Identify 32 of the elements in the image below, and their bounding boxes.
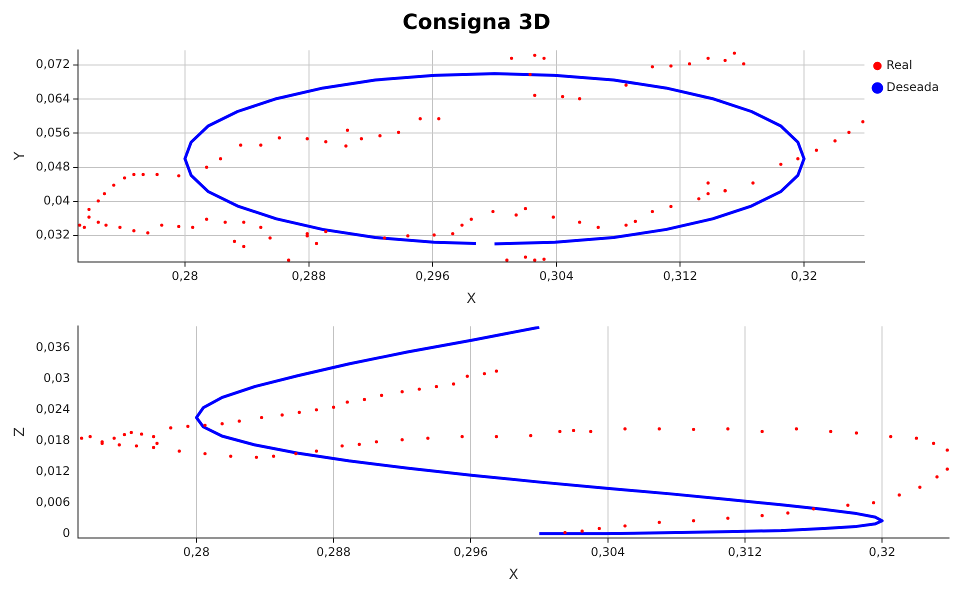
y-tick-label: 0,036 — [36, 340, 70, 354]
x-tick-label: 0,312 — [663, 269, 698, 284]
y-tick-label: 0,048 — [36, 159, 70, 174]
y-tick-label: 0,032 — [36, 228, 70, 242]
x-tick-label: 0,28 — [183, 545, 210, 560]
y-tick-label: 0,056 — [36, 125, 70, 140]
x-tick-label: 0,288 — [292, 269, 326, 284]
y-tick-label: 0,064 — [36, 91, 70, 106]
x-tick-label: 0,28 — [172, 269, 198, 284]
y-axis-title: Y — [12, 151, 28, 162]
x-tick-label: 0,32 — [868, 545, 896, 560]
x-axis-title: X — [508, 567, 519, 584]
x-tick-label: 0,296 — [415, 269, 450, 284]
x-tick-label: 0,304 — [539, 269, 574, 284]
x-tick-label: 0,312 — [728, 545, 762, 560]
y-tick-label: 0,018 — [36, 432, 70, 447]
y-tick-label: 0,072 — [36, 57, 70, 72]
legend-label: Deseada — [886, 80, 940, 94]
y-tick-label: 0 — [62, 526, 70, 540]
y-tick-label: 0,03 — [43, 370, 70, 385]
x-axis-title: X — [466, 291, 476, 308]
legend-label: Real — [886, 58, 912, 72]
y-axis-title: Z — [12, 427, 28, 437]
x-tick-label: 0,304 — [590, 545, 626, 560]
y-tick-label: 0,012 — [36, 464, 70, 478]
y-tick-label: 0,006 — [36, 494, 70, 509]
y-tick-label: 0,024 — [36, 402, 70, 416]
x-tick-label: 0,288 — [316, 545, 351, 560]
x-tick-label: 0,32 — [790, 269, 818, 284]
y-tick-label: 0,04 — [43, 193, 70, 208]
x-tick-label: 0,296 — [454, 545, 488, 560]
chart-title: Consigna 3D — [402, 9, 552, 36]
